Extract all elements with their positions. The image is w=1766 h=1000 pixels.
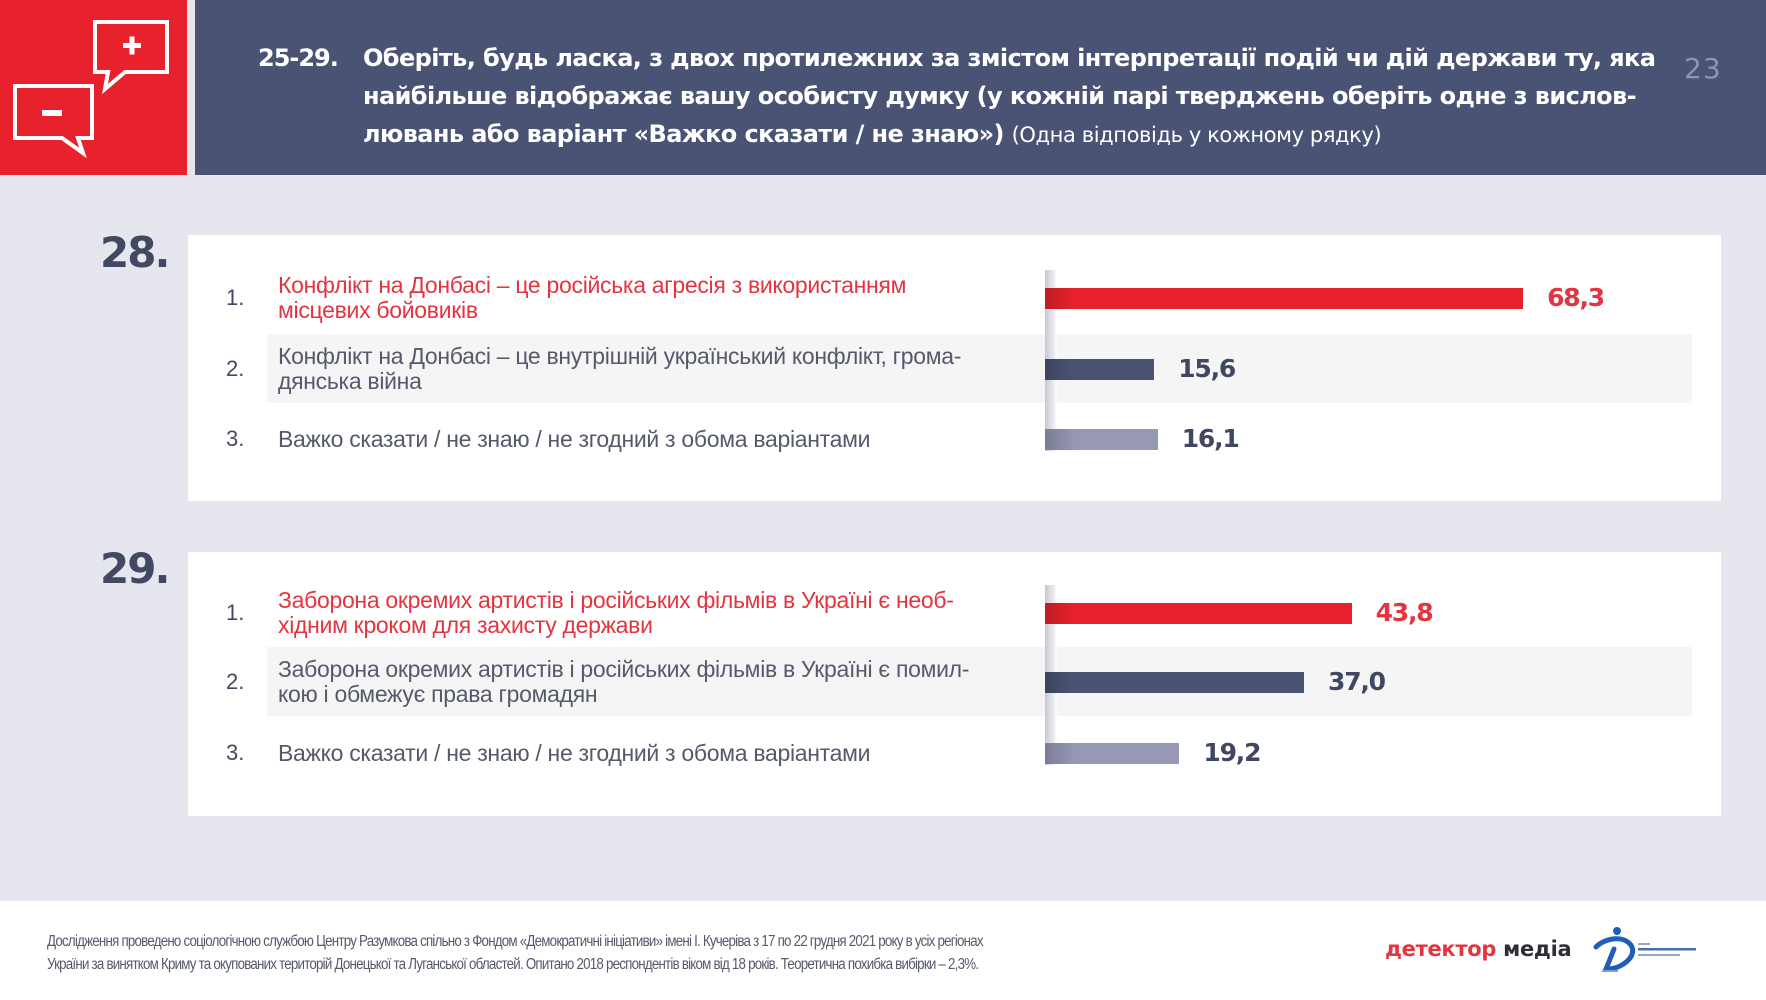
option-label-line: місцевих бойовиків: [278, 297, 478, 323]
option-label-line: Важко сказати / не знаю / не згодний з о…: [278, 739, 871, 766]
bar-option-3: [1045, 429, 1158, 450]
slide-header: 25-29. Оберіть, будь ласка, з двох проти…: [0, 0, 1766, 175]
row-highlight-band: [267, 334, 1692, 403]
page-number: 23: [1684, 52, 1722, 85]
democratic-initiatives-logo-icon: [1593, 927, 1696, 972]
option-label-line: дянська війна: [278, 368, 422, 394]
option-number: 2.: [226, 669, 245, 694]
option-label-line: Конфлікт на Донбасі – це російська агрес…: [278, 272, 907, 298]
question-title-line-3: лювань або варіант «Важко сказати / не з…: [363, 119, 1382, 150]
option-number: 3.: [226, 426, 245, 451]
bar-option-1: [1045, 603, 1352, 624]
option-label-line: Заборона окремих артистів і російських ф…: [278, 656, 970, 682]
bar-option-2: [1045, 359, 1155, 380]
option-label: Важко сказати / не знаю / не згодний з о…: [278, 425, 1008, 452]
plus-bubble-icon: [93, 20, 169, 95]
question-range: 25-29.: [258, 44, 339, 72]
question-title-note: (Одна відповідь у кожному рядку): [1011, 123, 1382, 147]
detector-media-logo: детектор медіа: [1385, 937, 1572, 961]
option-number: 1.: [226, 285, 245, 310]
question-title-line-2: найбільше відображає вашу особисту думку…: [363, 82, 1637, 110]
chart-panel-q29: 1. Заборона окремих артистів і російських…: [188, 552, 1721, 816]
minus-bubble-icon: [13, 84, 94, 159]
option-label: Конфлікт на Донбасі – це російська агрес…: [278, 273, 1008, 323]
question-number-28: 28.: [100, 228, 170, 277]
option-number: 2.: [226, 356, 245, 381]
value-label-option-2: 15,6: [1178, 354, 1236, 383]
option-label: Конфлікт на Донбасі – це внутрішній укра…: [278, 344, 1008, 394]
plus-minus-speech-bubbles-icon: [13, 20, 169, 159]
option-label-line: кою і обмежує права громадян: [278, 681, 598, 707]
value-label-option-3: 16,1: [1181, 424, 1240, 453]
bar-option-2: [1045, 672, 1304, 693]
question-title-line-1: Оберіть, будь ласка, з двох протилежних …: [363, 44, 1656, 72]
option-label: Важко сказати / не знаю / не згодний з о…: [278, 739, 1008, 766]
option-number: 3.: [226, 740, 245, 765]
detector-media-logo-part2: медіа: [1503, 937, 1572, 961]
bar-option-3: [1045, 743, 1180, 764]
bar-option-1: [1045, 288, 1524, 309]
chart-panel-q28: 1. Конфлікт на Донбасі – це російська агр…: [188, 235, 1721, 501]
methodology-note-line-2: України за винятком Криму та окупованих …: [47, 956, 979, 973]
option-label-line: Конфлікт на Донбасі – це внутрішній укра…: [278, 343, 962, 369]
question-title-line-3-text: лювань або варіант «Важко сказати / не з…: [363, 120, 1004, 148]
option-number: 1.: [226, 600, 245, 625]
header-icon-block: [0, 0, 187, 175]
value-label-option-2: 37,0: [1328, 667, 1386, 696]
option-label: Заборона окремих артистів і російських ф…: [278, 657, 1008, 707]
methodology-note-line-1: Дослідження проведено соціологічною служ…: [47, 933, 984, 950]
option-label: Заборона окремих артистів і російських ф…: [278, 588, 1008, 638]
democratic-initiatives-logo: [1592, 925, 1720, 975]
detector-media-logo-part1: детектор: [1385, 937, 1497, 961]
option-label-line: Заборона окремих артистів і російських ф…: [278, 587, 954, 613]
header-title-bar: [195, 0, 1766, 175]
value-label-option-3: 19,2: [1203, 738, 1261, 767]
value-label-option-1: 68,3: [1547, 283, 1605, 312]
option-label-line: хідним кроком для захисту держави: [278, 612, 653, 638]
row-highlight-band: [267, 647, 1692, 716]
option-label-line: Важко сказати / не знаю / не згодний з о…: [278, 425, 871, 452]
value-label-option-1: 43,8: [1375, 598, 1434, 627]
slide-footer: Дослідження проведено соціологічною служ…: [0, 901, 1766, 1000]
question-number-29: 29.: [100, 544, 170, 593]
